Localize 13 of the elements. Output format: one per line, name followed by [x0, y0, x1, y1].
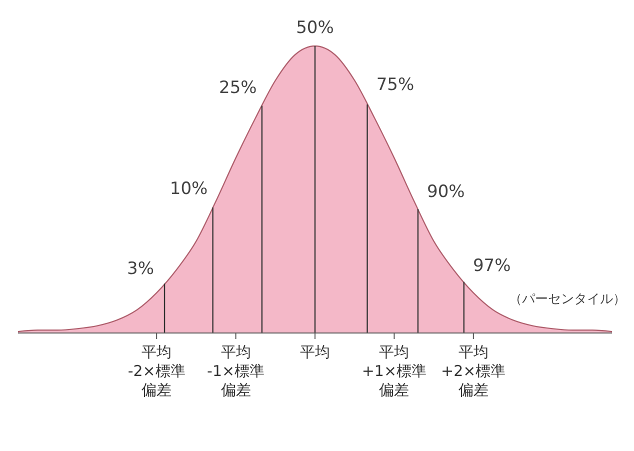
annotation: 97%	[472, 256, 512, 276]
x-tick-label: 平均 -1×標準偏差	[206, 343, 266, 400]
annotation: 75%	[375, 75, 416, 96]
x-tick-label: 平均	[299, 343, 331, 362]
annotation: 25%	[218, 78, 258, 98]
annotation: 90%	[426, 182, 466, 202]
annotation: （パーセンタイル）	[509, 291, 626, 308]
annotation: 50%	[295, 18, 335, 38]
annotation: 3%	[126, 259, 155, 280]
annotation: 10%	[168, 178, 209, 199]
x-tick-label: 平均 -2×標準偏差	[126, 343, 186, 400]
x-tick-label: 平均 +1×標準偏差	[360, 343, 428, 400]
x-tick-label: 平均 +2×標準偏差	[440, 343, 507, 400]
